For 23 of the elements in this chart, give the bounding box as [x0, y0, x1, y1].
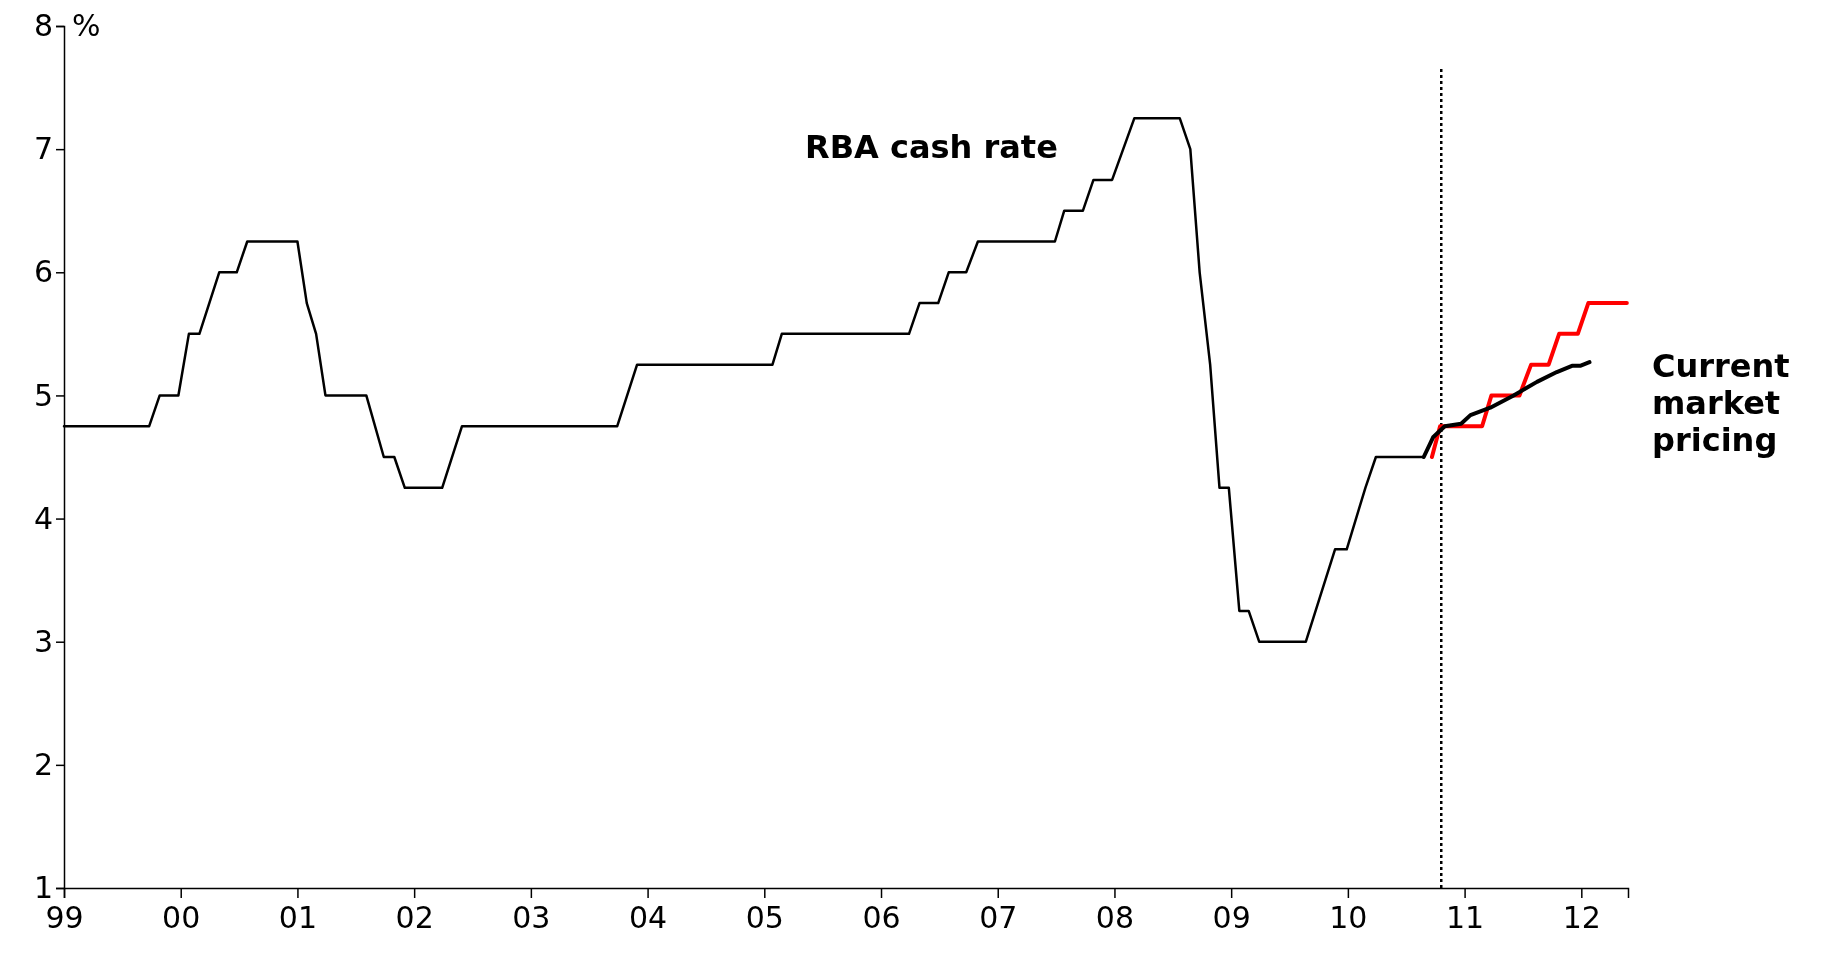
x-tick-label: 12	[1562, 900, 1601, 935]
x-tick-label: 06	[862, 900, 901, 935]
y-axis-title: %	[72, 8, 101, 43]
y-tick-label: 2	[33, 746, 53, 782]
x-tick-label: 01	[278, 900, 318, 935]
x-tick-label: 07	[979, 900, 1018, 935]
y-tick-label: 7	[33, 131, 53, 167]
x-tick-label: 09	[1212, 900, 1251, 935]
x-tick-label: 11	[1446, 900, 1485, 935]
text: Current market pricing	[1652, 347, 1790, 459]
x-tick-label: 04	[628, 900, 668, 935]
x-tick-label: 08	[1095, 900, 1135, 935]
x-tick-label: 03	[512, 900, 551, 935]
x-tick-label: 02	[395, 900, 434, 935]
series-label: RBA cash rate	[805, 128, 1058, 166]
x-tick-label: 00	[162, 900, 201, 935]
y-tick-label: 5	[33, 377, 53, 413]
y-tick-label: 6	[33, 254, 53, 290]
x-tick-label: 10	[1329, 900, 1368, 935]
y-tick-label: 4	[33, 500, 53, 536]
x-tick-label: 05	[745, 900, 784, 935]
y-tick-label: 8	[33, 8, 53, 44]
y-tick-label: 3	[33, 623, 53, 659]
